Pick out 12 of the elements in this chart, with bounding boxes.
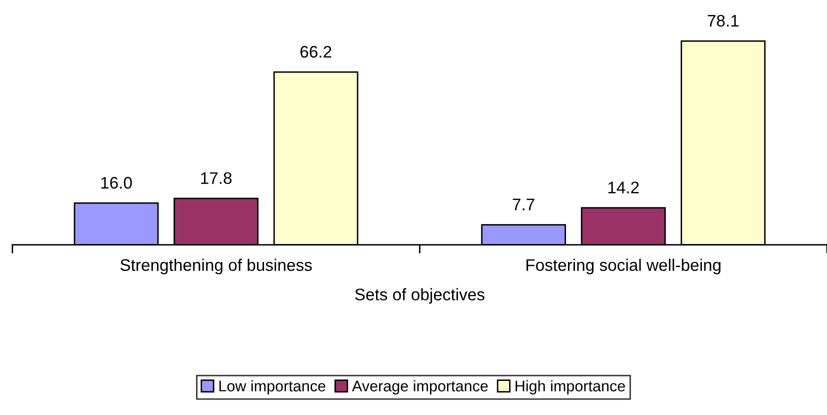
data-label: 14.2 bbox=[608, 182, 639, 194]
data-label: 16.0 bbox=[101, 176, 132, 189]
x-axis-title: Sets of objectives bbox=[355, 288, 484, 304]
data-label: 7.7 bbox=[512, 198, 534, 210]
data-label: 17.8 bbox=[201, 172, 232, 184]
legend-label: Low importance bbox=[219, 380, 326, 394]
legend-label: Average importance bbox=[352, 380, 488, 394]
x-tick-label: Fostering social well-being bbox=[526, 258, 720, 274]
data-label: 78.1 bbox=[708, 14, 739, 27]
x-tick-label: Strengthening of business bbox=[120, 258, 312, 274]
data-label: 66.2 bbox=[300, 46, 332, 58]
legend-label: High importance bbox=[516, 380, 625, 394]
